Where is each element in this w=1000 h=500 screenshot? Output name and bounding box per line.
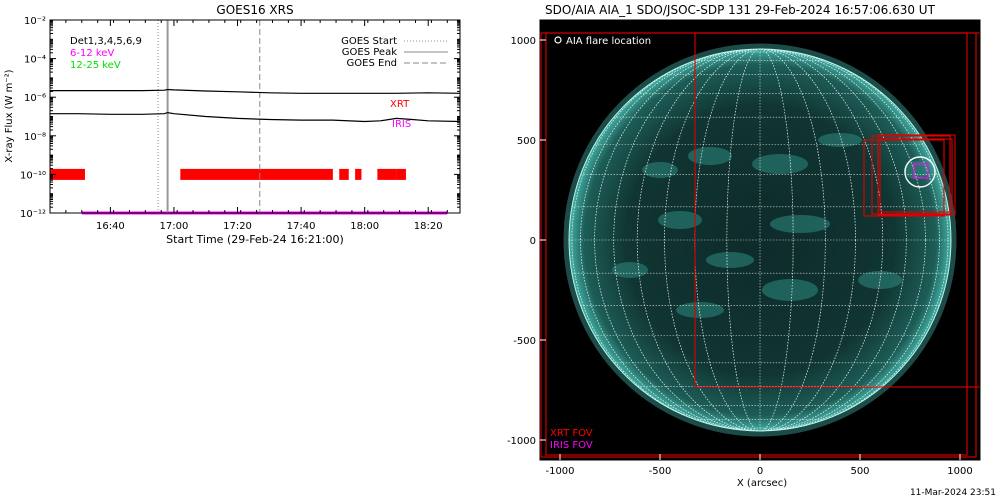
aia-x-axis-label: X (arcsec) [737,478,787,489]
footer-date: 11-Mar-2024 23:51 [909,488,996,498]
aia-y-tick-label: 1000 [511,36,536,47]
goes-xrs-chart: GOES16 XRS 10⁻¹² 10⁻¹⁰ 10⁻⁸ 10⁻⁶ 10⁻⁴ 10⁻² 16:… [4,3,461,246]
goes-y-tick-label: 10⁻⁶ [24,93,46,104]
longitude-line [664,49,856,431]
xrt-fov-box [863,139,945,217]
active-region [762,279,818,301]
goes-legend-1: 6-12 keV [70,48,114,59]
active-region [752,154,808,174]
xrt-coverage-bar [355,168,362,180]
active-regions [612,133,928,318]
solar-corona-glow [563,43,957,437]
goes-legend-2: 12-25 keV [70,60,121,71]
xrt-coverage-bar [50,168,85,180]
xrt-fov-box [879,138,953,213]
aia-x-tick-label: 500 [850,466,869,477]
xrt-coverage-bar [180,168,333,180]
xrt-coverage-bar [339,168,349,180]
goes-y-tick-label: 10⁻¹⁰ [20,170,46,181]
goes-legend-event-label: GOES End [347,58,397,69]
flare-legend-label: AIA flare location [566,36,651,47]
iris-fov-box [913,163,929,179]
goes-x-tick-label: 17:00 [160,221,189,232]
active-region [770,215,830,233]
active-region [612,262,648,278]
active-region [706,252,754,268]
goes-x-tick-label: 17:40 [287,221,316,232]
aia-x-tick-label: 0 [757,466,763,477]
longitude-line [726,49,794,431]
goes-x-tick-label: 16:40 [96,221,125,232]
active-region [642,162,678,178]
aia-solar-image: SDO/AIA AIA_1 SDO/JSOC-SDP 131 29-Feb-20… [507,3,981,489]
goes-x-tick-label: 17:20 [223,221,252,232]
xrt-coverage-bar [377,168,397,180]
goes-series-line-2 [50,111,461,123]
goes-y-tick-label: 10⁻¹² [20,209,46,220]
solar-limb [568,48,952,432]
xrt-fov-box [871,135,951,215]
fov-legend-label: IRIS FOV [550,440,593,451]
coordinate-grid [569,49,951,431]
active-region [818,133,862,147]
aia-y-tick-label: -500 [513,336,536,347]
goes-chart-title: GOES16 XRS [216,3,293,17]
longitude-line [613,49,907,431]
goes-x-axis-label: Start Time (29-Feb-24 16:21:00) [166,233,344,246]
goes-y-tick-label: 10⁻² [24,16,46,27]
goes-y-tick-label: 10⁻⁸ [24,132,46,143]
aia-y-tick-label: 0 [530,236,536,247]
aia-x-tick-label: -500 [649,466,672,477]
goes-y-axis-label: X-ray Flux (W m⁻²) [4,69,15,162]
goes-legend-detectors: Det1,3,4,5,6,9 [70,36,142,47]
aia-x-tick-label: 1000 [947,466,972,477]
active-region [688,147,732,165]
active-region [676,302,724,318]
longitude-line [571,49,949,431]
goes-legend-event-label: GOES Start [341,36,397,47]
goes-legend-event-label: GOES Peak [342,47,397,58]
flare-legend-icon [554,36,562,44]
goes-series-line-1 [50,88,461,94]
longitude-line [636,49,884,431]
goes-x-tick-label: 18:00 [350,221,379,232]
aia-y-tick-label: -1000 [507,436,536,447]
goes-xrt-label: XRT [390,99,410,110]
active-region [904,161,928,179]
goes-x-tick-label: 18:20 [414,221,443,232]
aia-x-tick-label: -1000 [545,466,574,477]
aia-y-tick-label: 500 [517,136,536,147]
goes-iris-label: IRIS [392,119,411,130]
active-region [658,211,702,229]
flare-location-circle [904,156,936,188]
xrt-fov-box [877,134,956,216]
fov-legend-label: XRT FOV [550,428,593,439]
aia-chart-title: SDO/AIA AIA_1 SDO/JSOC-SDP 131 29-Feb-20… [545,3,936,17]
goes-y-tick-label: 10⁻⁴ [24,55,46,66]
goes-plot-area: 10⁻¹² 10⁻¹⁰ 10⁻⁸ 10⁻⁶ 10⁻⁴ 10⁻² 16:40 17:00 17:2… [20,16,461,232]
xrt-coverage-bar [396,168,406,180]
